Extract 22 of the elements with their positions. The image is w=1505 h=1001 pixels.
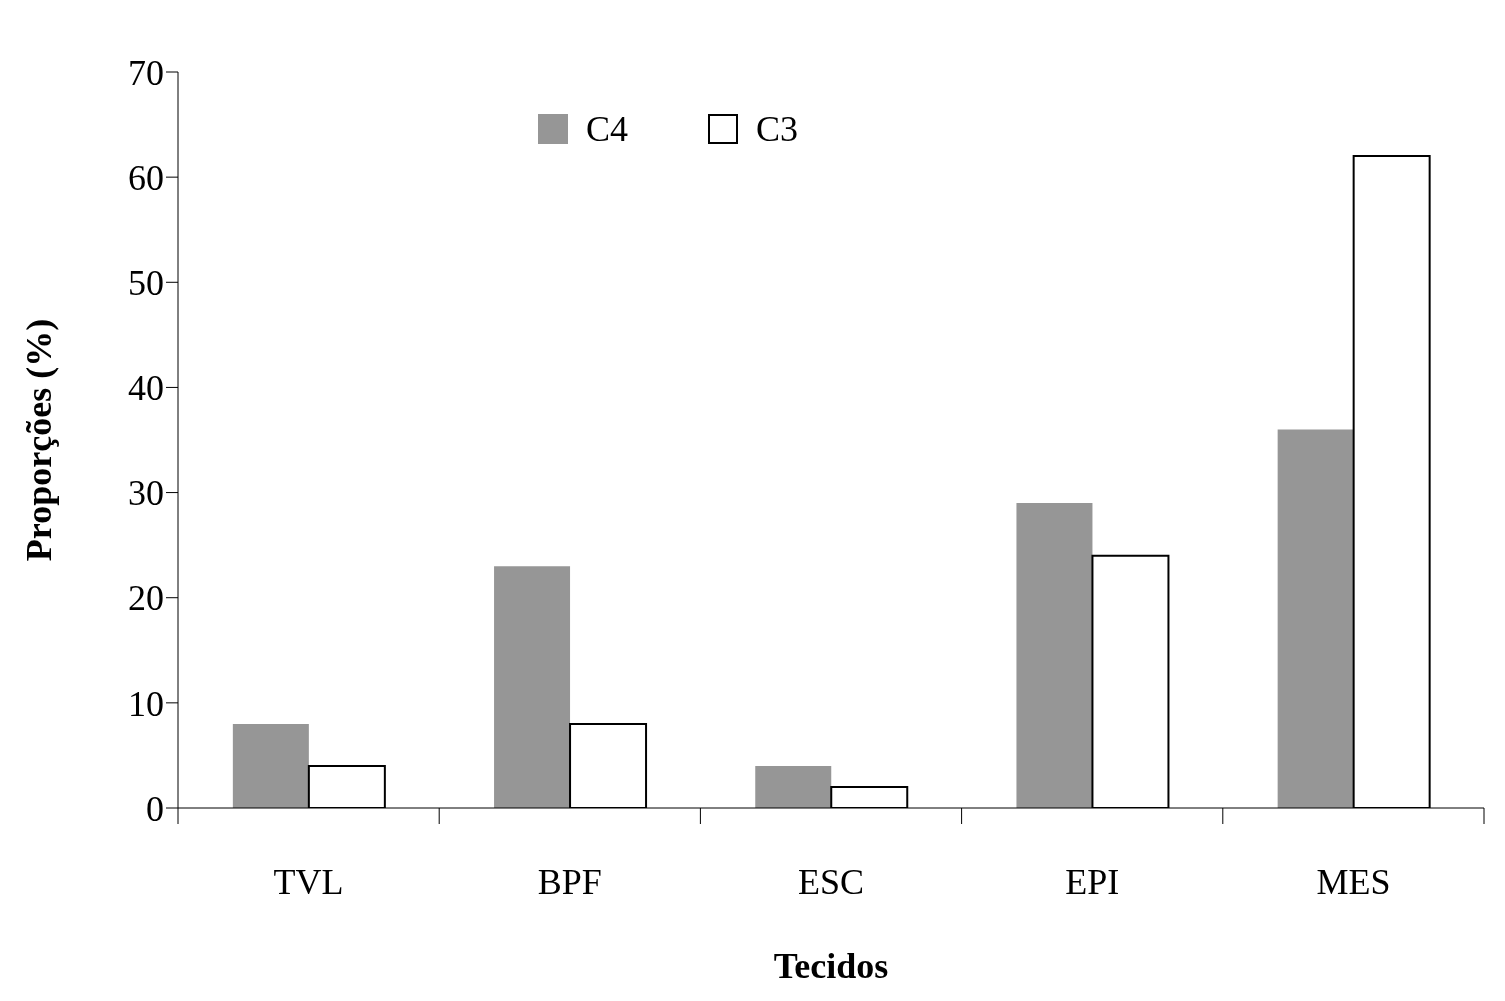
x-axis-title: Tecidos <box>773 946 889 986</box>
y-tick-label: 60 <box>128 157 164 198</box>
y-tick-label: 0 <box>146 788 164 829</box>
bar <box>1277 429 1354 808</box>
y-tick-label: 10 <box>128 683 164 724</box>
y-tick-label: 50 <box>128 263 164 304</box>
x-tick-label: TVL <box>273 862 344 902</box>
bar <box>1016 503 1093 808</box>
y-tick-label: 30 <box>128 473 164 514</box>
bar <box>755 765 832 808</box>
x-tick-label: BPF <box>537 862 602 902</box>
x-tick-label: MES <box>1316 862 1391 902</box>
y-axis-title: Proporções (%) <box>18 318 59 562</box>
bar <box>232 723 309 808</box>
y-tick-label: 70 <box>128 52 164 93</box>
y-tick-label: 40 <box>128 368 164 409</box>
legend-label: C4 <box>586 108 629 150</box>
x-tick-label: ESC <box>797 862 865 902</box>
bar <box>494 566 571 808</box>
y-tick-label: 20 <box>128 578 164 619</box>
x-tick-label: EPI <box>1065 862 1120 902</box>
legend-label: C3 <box>756 108 799 150</box>
